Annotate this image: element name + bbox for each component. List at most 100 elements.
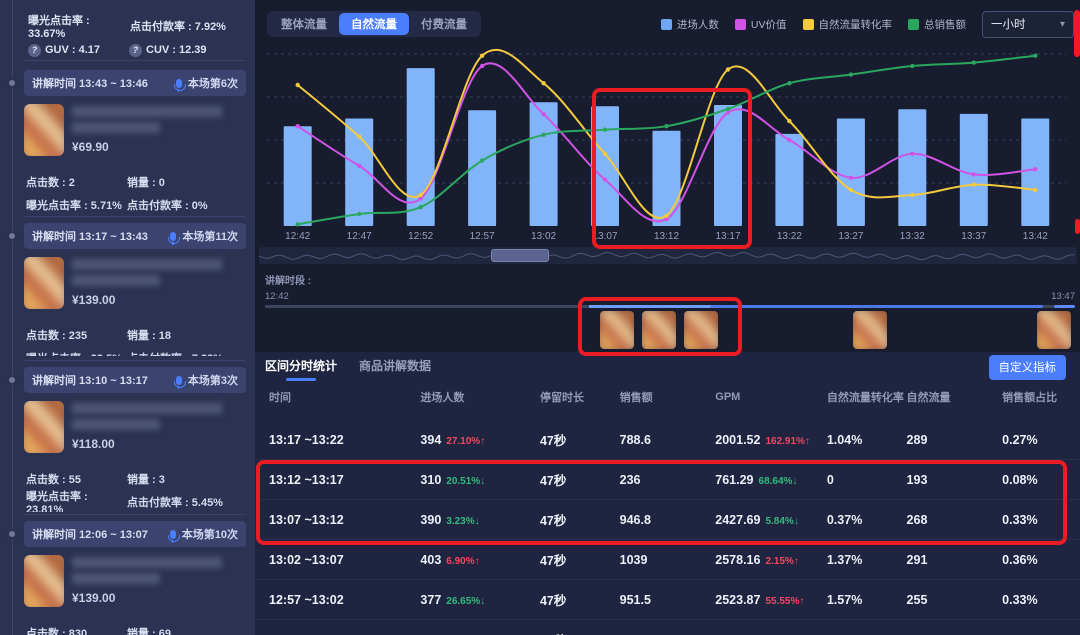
table-row[interactable]: 13:12 ~13:17 310 20.51%↓ 47秒 236 761.29 68.64%… <box>255 459 1080 499</box>
mic-icon <box>167 529 180 543</box>
legend-label[interactable]: 进场人数 <box>676 18 719 31</box>
table-row[interactable]: 13:02 ~13:07 403 6.90%↑ 47秒 1039 2578.16 2.15%… <box>255 539 1080 579</box>
table-row[interactable]: 13:07 ~13:12 390 3.23%↓ 47秒 946.8 2427.69 5.84… <box>255 499 1080 539</box>
cell-gpm: 761.29 68.64%↓ <box>715 472 798 487</box>
timeline-node <box>7 375 17 385</box>
explain-time: 讲解时间 12:06 ~ 13:07 <box>32 529 148 541</box>
chart-bar[interactable] <box>529 102 558 226</box>
cell-stay: 47秒 <box>540 630 620 635</box>
explain-thumb[interactable] <box>853 311 887 349</box>
explain-thumb[interactable] <box>1037 311 1071 349</box>
chart-bar[interactable] <box>714 105 742 226</box>
table-body: 13:17 ~13:22 394 27.10%↑ 47秒 788.6 2001.52 162… <box>255 420 1080 635</box>
explain-time: 讲解时间 13:43 ~ 13:46 <box>32 78 148 90</box>
chart-bar[interactable] <box>775 133 804 226</box>
table-header: 时间 进场人数 停留时长 销售额 GPM 自然流量转化率 自然流量 销售额占比 <box>255 382 1080 412</box>
divider <box>24 216 246 217</box>
question-icon[interactable]: ? <box>129 43 142 57</box>
cell-gpm: 2001.52 162.91%↑ <box>715 432 810 447</box>
chart-bar[interactable] <box>836 118 865 227</box>
time-range-select[interactable]: 一小时 ▾ <box>982 10 1074 38</box>
chart-bar[interactable] <box>1021 118 1050 227</box>
chart-point <box>664 213 669 218</box>
mic-icon <box>173 375 186 389</box>
chart-bar[interactable] <box>468 110 497 226</box>
tab-product-explain-data[interactable]: 商品讲解数据 <box>359 358 432 373</box>
cell-entry: 390 3.23%↓ <box>420 512 480 527</box>
explain-period-track[interactable] <box>265 305 1075 308</box>
legend-swatch-sales <box>908 18 919 30</box>
col-gpm: GPM <box>715 391 741 403</box>
explain-card[interactable]: 讲解时间 13:10 ~ 13:17 本场第3次 ¥118.00 点击数 : 5… <box>24 367 246 512</box>
blurred-product-title <box>72 419 160 430</box>
chart-point <box>602 151 608 156</box>
cell-gpm: 2523.87 55.55%↑ <box>715 592 805 607</box>
x-axis-label: 12:57 <box>470 231 495 242</box>
stat: 曝光点击率 : 23.5% <box>26 350 127 357</box>
chart-point <box>541 81 546 86</box>
table-row[interactable]: 12:52 ~12:5751437.80%↑47秒8341622.5713.02… <box>255 619 1080 635</box>
chart-bar[interactable] <box>283 126 312 226</box>
tab-interval-stats[interactable]: 区间分时统计 <box>265 357 337 378</box>
product-thumbnail[interactable] <box>24 104 64 156</box>
chart-bar[interactable] <box>959 113 988 226</box>
stat: 曝光点击率 : 23.81% <box>26 490 88 513</box>
question-icon[interactable]: ? <box>28 43 41 57</box>
explain-count: 本场第6次 <box>187 78 238 90</box>
stat: 销量 : 69 <box>127 627 172 635</box>
x-axis-label: 13:22 <box>777 231 802 242</box>
explain-thumb[interactable] <box>600 311 634 349</box>
mic-icon <box>173 78 186 92</box>
chart-point <box>479 158 485 163</box>
legend-label[interactable]: 自然流量转化率 <box>818 18 893 31</box>
chart-bar[interactable] <box>591 106 619 226</box>
cell-ratio: 0.33% <box>1002 512 1038 527</box>
cell-time: 13:12 ~13:17 <box>269 472 344 487</box>
col-conv: 自然流量转化率 <box>826 392 904 404</box>
cell-ratio: 0.33% <box>1002 592 1038 607</box>
blurred-product-title <box>72 573 160 584</box>
cell-entry: 310 20.51%↓ <box>420 472 486 487</box>
chart-bar[interactable] <box>652 130 681 226</box>
product-thumbnail[interactable] <box>24 257 64 309</box>
scroll-handle[interactable] <box>491 249 549 262</box>
col-ratio: 销售额占比 <box>1002 392 1058 404</box>
explain-thumb[interactable] <box>642 311 676 349</box>
cell-ratio: 0.36% <box>1002 552 1038 567</box>
table-row[interactable]: 13:17 ~13:22 394 27.10%↑ 47秒 788.6 2001.52 162… <box>255 420 1080 459</box>
chart-point <box>787 118 792 124</box>
explain-time: 讲解时间 13:17 ~ 13:43 <box>32 231 148 243</box>
stat: 点击付款率 : 5.45% <box>127 496 223 509</box>
explain-card[interactable]: 讲解时间 12:06 ~ 13:07 本场第10次 ¥139.00 点击数 : … <box>24 521 246 635</box>
cell-gpm: 2427.69 5.84%↓ <box>715 512 799 527</box>
explain-count: 本场第10次 <box>181 529 238 541</box>
blurred-product-title <box>72 106 222 117</box>
cell-ratio: 0.29% <box>1002 633 1066 635</box>
time-range-value: 一小时 <box>991 19 1026 31</box>
cell-traffic: 370 <box>907 633 1003 635</box>
divider <box>24 360 246 361</box>
stat: 点击数 : 55 <box>26 473 82 486</box>
legend-label[interactable]: UV价值 <box>750 18 787 31</box>
tab-paid-traffic[interactable]: 付费流量 <box>421 19 467 31</box>
divider <box>24 514 246 515</box>
table-row[interactable]: 12:57 ~13:02 377 26.65%↓ 47秒 951.5 2523.87 55.… <box>255 579 1080 619</box>
product-thumbnail[interactable] <box>24 401 64 453</box>
explain-card[interactable]: 讲解时间 13:17 ~ 13:43 本场第11次 ¥139.00 点击数 : … <box>24 223 246 356</box>
chart-scroll-strip[interactable] <box>258 247 1077 264</box>
chart-point <box>848 187 854 193</box>
tab-organic-traffic[interactable]: 自然流量 <box>339 13 409 35</box>
chart-point <box>910 151 915 156</box>
cell-conv: 0 <box>826 472 834 487</box>
legend-swatch-conv <box>802 18 814 30</box>
explain-card[interactable]: 讲解时间 13:43 ~ 13:46 本场第6次 ¥69.90 点击数 : 2 销… <box>24 70 246 213</box>
x-axis-label: 12:42 <box>285 231 310 242</box>
cell-ratio: 0.08% <box>1002 472 1038 487</box>
product-explain-sidebar: 曝光点击率 : 33.67% 点击付款率 : 7.92% ? GUV : 4.17… <box>0 0 256 635</box>
custom-metrics-button[interactable]: 自定义指标 <box>988 354 1066 380</box>
chart-bar[interactable] <box>898 109 927 226</box>
tab-overall-traffic[interactable]: 整体流量 <box>281 19 327 31</box>
product-thumbnail[interactable] <box>24 555 64 607</box>
explain-thumb[interactable] <box>684 311 718 349</box>
legend-label[interactable]: 总销售额 <box>924 18 966 31</box>
